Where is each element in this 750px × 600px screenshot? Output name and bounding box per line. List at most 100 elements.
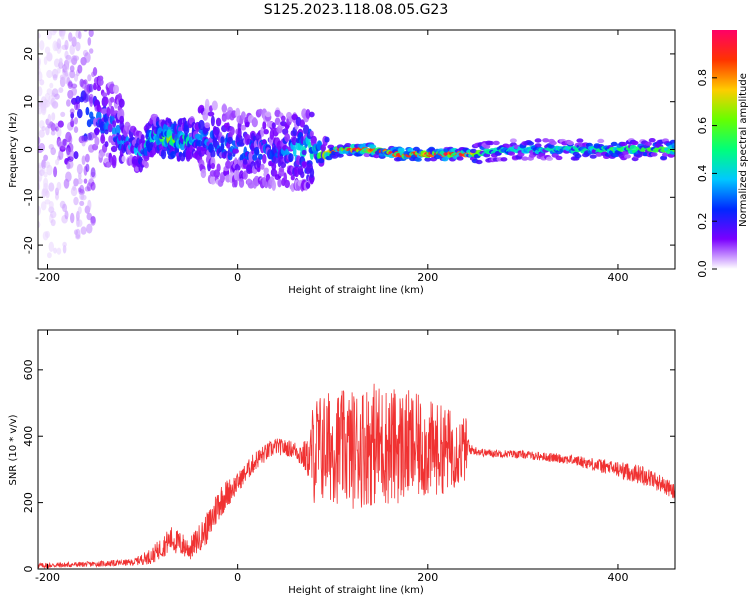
heatmap-cell <box>221 104 228 113</box>
heatmap-cell <box>576 138 584 143</box>
heatmap-cell <box>77 206 82 215</box>
spectrogram-x-tick-label: 200 <box>417 271 438 284</box>
heatmap-cell <box>492 140 500 146</box>
heatmap-cell <box>51 112 56 121</box>
heatmap-cell <box>75 228 81 239</box>
heatmap-cell <box>262 139 267 145</box>
heatmap-cell <box>40 201 47 211</box>
heatmap-cell <box>252 117 257 127</box>
heatmap-cell <box>240 124 247 131</box>
heatmap-cell <box>77 108 83 119</box>
heatmap-cell <box>56 38 62 50</box>
heatmap-cell <box>46 88 53 96</box>
heatmap-cell <box>424 157 432 162</box>
heatmap-cell <box>48 182 55 192</box>
heatmap-cell <box>227 136 234 145</box>
heatmap-cell <box>77 219 83 227</box>
heatmap-cell <box>89 48 94 54</box>
heatmap-cell <box>75 101 80 111</box>
heatmap-cell <box>363 152 371 158</box>
heatmap-cell <box>108 135 113 143</box>
heatmap-cell <box>54 193 60 200</box>
heatmap-cell <box>292 146 297 157</box>
heatmap-cell <box>414 157 422 162</box>
heatmap-cell <box>475 159 483 165</box>
heatmap-cell <box>622 150 630 155</box>
heatmap-cell <box>62 241 67 248</box>
heatmap-cell <box>87 37 92 46</box>
heatmap-cell <box>324 136 330 143</box>
heatmap-cell <box>82 0 89 11</box>
heatmap-cell <box>644 141 652 146</box>
heatmap-cell <box>69 44 75 55</box>
colorbar-tick-label: 0.4 <box>696 165 709 183</box>
heatmap-cell <box>56 127 62 138</box>
heatmap-cell <box>86 223 93 234</box>
heatmap-cell <box>65 171 72 182</box>
heatmap-cell <box>629 145 637 150</box>
heatmap-cell <box>70 212 75 224</box>
heatmap-cell <box>118 98 125 108</box>
heatmap-cell <box>369 144 377 149</box>
heatmap-cell <box>87 199 92 211</box>
heatmap-cell <box>635 153 643 158</box>
heatmap-cell <box>67 160 74 169</box>
heatmap-cell <box>74 117 78 125</box>
heatmap-cell <box>78 30 82 40</box>
heatmap-cell <box>134 166 140 172</box>
heatmap-cell <box>98 75 104 82</box>
heatmap-cell <box>45 230 50 239</box>
heatmap-cell <box>241 111 246 120</box>
heatmap-cell <box>41 126 46 131</box>
heatmap-cell <box>41 166 46 174</box>
heatmap-cell <box>59 58 63 68</box>
figure-title: S125.2023.118.08.05.G23 <box>264 2 449 18</box>
spectrogram-y-tick-label: 20 <box>22 47 35 61</box>
heatmap-cell <box>247 182 255 189</box>
heatmap-cell <box>71 83 78 89</box>
heatmap-cell <box>271 162 277 171</box>
heatmap-cell <box>87 74 92 82</box>
snr-frame <box>37 329 676 570</box>
heatmap-cell <box>258 153 263 160</box>
heatmap-cell <box>68 135 73 145</box>
heatmap-cell <box>509 138 517 143</box>
heatmap-cell <box>58 149 64 160</box>
heatmap-cell <box>77 64 83 74</box>
heatmap-cell <box>288 153 294 163</box>
heatmap-cell <box>271 122 276 129</box>
heatmap-cell <box>69 150 75 161</box>
snr-ylabel: SNR (10 * v/v) <box>8 414 19 485</box>
snr-x-tick-label: 400 <box>607 571 628 584</box>
heatmap-cell <box>64 70 69 77</box>
heatmap-cell <box>542 138 550 143</box>
heatmap-cell <box>47 252 52 259</box>
heatmap-cell <box>75 41 81 52</box>
heatmap-cell <box>143 155 150 162</box>
heatmap-cell <box>46 164 53 176</box>
heatmap-cell <box>546 156 553 161</box>
spectrogram-panel: -200 0 200 400 -20 -10 0 10 20 Height of straigh… <box>8 0 676 296</box>
heatmap-cell <box>85 163 90 173</box>
heatmap-cell <box>211 100 218 111</box>
spectrogram-y-tick-label: 10 <box>22 95 35 109</box>
heatmap-cell <box>88 30 94 38</box>
heatmap-cell <box>648 138 656 143</box>
heatmap-cell <box>397 147 405 152</box>
heatmap-cell <box>43 171 48 178</box>
heatmap-cell <box>303 124 310 135</box>
heatmap-cell <box>671 142 675 148</box>
heatmap-cell <box>207 111 215 117</box>
spectrogram-x-tick-label: -200 <box>35 271 60 284</box>
spectrogram-y-tick-label: 0 <box>22 146 35 153</box>
heatmap-cell <box>517 152 525 157</box>
heatmap-cell <box>94 136 100 146</box>
colorbar-tick-label: 0.2 <box>696 212 709 230</box>
snr-background <box>38 330 675 569</box>
heatmap-cell <box>110 145 118 153</box>
heatmap-cell <box>72 55 80 61</box>
heatmap-cell <box>215 117 222 127</box>
heatmap-cell <box>229 126 235 136</box>
